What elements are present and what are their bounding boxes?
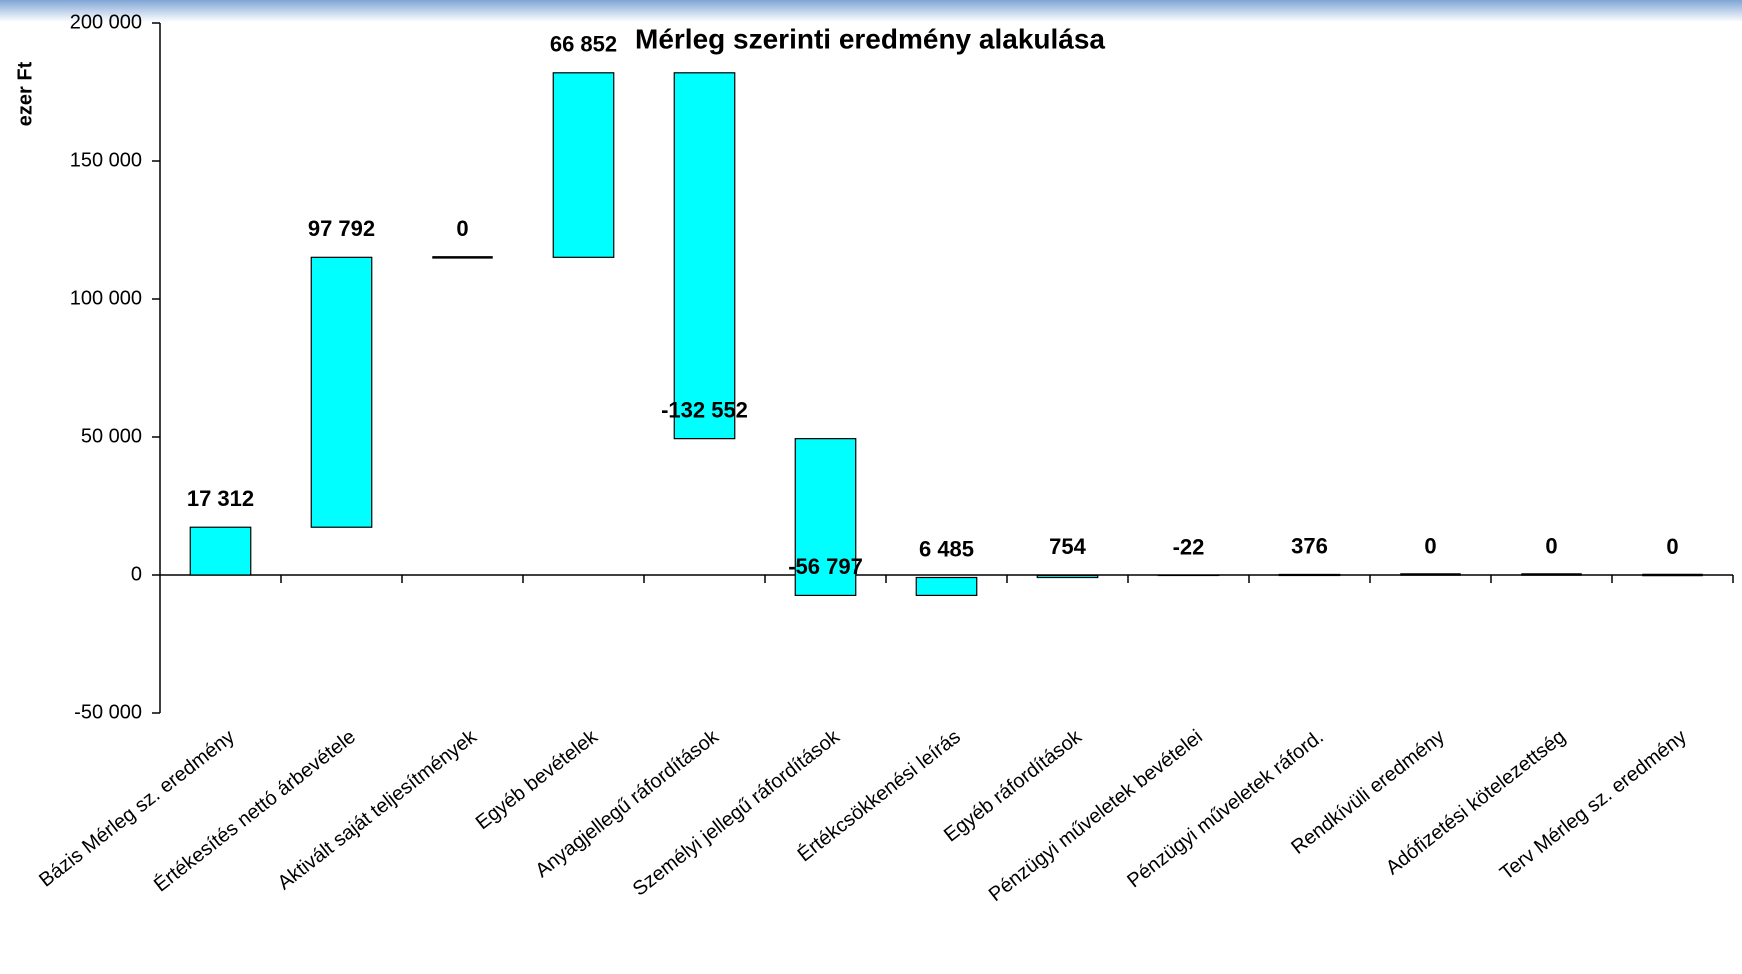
y-tick-label: 50 000 xyxy=(81,425,142,447)
x-tick-label: Értékesítés nettó árbevétele xyxy=(149,725,359,896)
bar xyxy=(1036,574,1099,579)
x-tick-label: Egyéb bevételek xyxy=(472,725,603,834)
data-label: -22 xyxy=(1173,534,1205,559)
y-tick-label: 200 000 xyxy=(70,11,142,33)
header-band xyxy=(0,0,1742,22)
data-label: 754 xyxy=(1049,534,1086,559)
y-tick-label: 150 000 xyxy=(70,149,142,171)
x-tick-label: Személyi jellegű ráfordítások xyxy=(629,725,845,900)
bar xyxy=(1278,573,1341,577)
x-tick-label: Aktivált saját teljesítmények xyxy=(274,725,482,894)
data-label: 0 xyxy=(1545,533,1557,558)
data-label: 17 312 xyxy=(187,486,254,511)
bar xyxy=(552,72,615,258)
bar xyxy=(915,576,978,597)
data-label: -56 797 xyxy=(788,554,863,579)
data-label: 0 xyxy=(1666,534,1678,559)
y-axis-label: ezer Ft xyxy=(14,61,36,126)
x-tick-label: Pénzügyi műveletek bevételei xyxy=(985,726,1207,906)
bar xyxy=(673,72,736,440)
data-label: 6 485 xyxy=(919,536,974,561)
x-tick-label: Bázis Mérleg sz. eredmény xyxy=(35,726,239,892)
data-label: 0 xyxy=(456,216,468,241)
y-tick-label: 100 000 xyxy=(70,287,142,309)
y-tick-label: -50 000 xyxy=(74,701,142,723)
bar xyxy=(794,438,857,597)
data-label: 376 xyxy=(1291,533,1328,558)
bar xyxy=(189,526,252,576)
y-tick-label: 0 xyxy=(131,563,142,585)
bar xyxy=(310,256,373,528)
x-tick-label: Pénzügyi műveletek ráford. xyxy=(1123,726,1328,893)
data-label: -132 552 xyxy=(661,397,748,422)
data-label: 97 792 xyxy=(308,216,375,241)
data-label: 66 852 xyxy=(550,32,617,57)
chart-title: Mérleg szerinti eredmény alakulása xyxy=(635,23,1105,54)
data-label: 0 xyxy=(1424,533,1436,558)
